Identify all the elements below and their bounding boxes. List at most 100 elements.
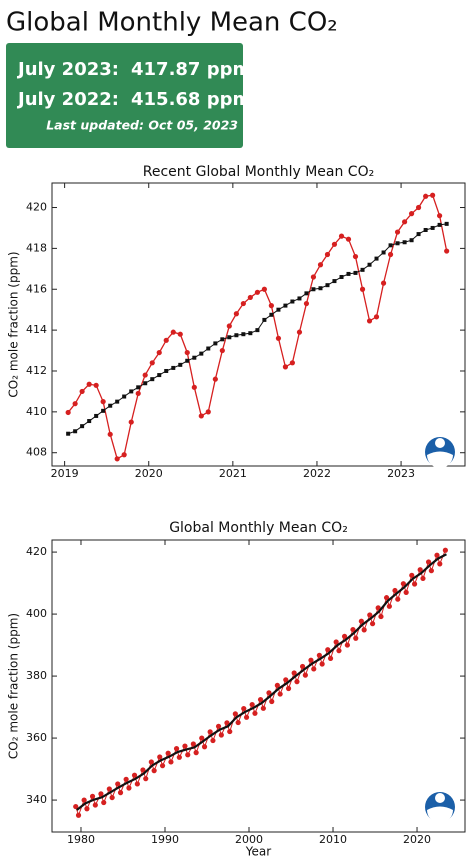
data-point [193, 750, 199, 756]
summary-box [6, 43, 243, 148]
summary-value: 417.87 ppm [131, 59, 251, 80]
data-point [98, 791, 104, 797]
data-point [80, 424, 85, 429]
data-point [277, 691, 283, 697]
data-point [310, 274, 317, 280]
y-tick-label: 360 [26, 731, 47, 744]
data-point [317, 262, 324, 268]
data-point [178, 362, 183, 367]
x-tick-label: 2020 [403, 833, 431, 846]
data-point [336, 648, 342, 654]
data-point [366, 318, 373, 324]
data-point [89, 793, 96, 799]
data-point [177, 331, 183, 337]
summary-label: July 2022: [16, 89, 119, 110]
y-tick-label: 416 [26, 282, 47, 295]
data-point [269, 698, 275, 705]
data-point [304, 291, 309, 296]
data-point [84, 806, 90, 812]
data-point [173, 746, 180, 752]
data-point [240, 300, 246, 307]
data-point [325, 283, 330, 288]
x-tick-label: 2020 [135, 467, 163, 480]
data-point [353, 270, 358, 275]
data-point [303, 300, 310, 307]
data-point [369, 621, 376, 627]
data-point [311, 287, 316, 292]
data-point [93, 382, 99, 388]
data-point [332, 279, 337, 284]
data-point [109, 794, 115, 801]
data-point [122, 394, 127, 399]
data-point [185, 358, 190, 363]
data-point [276, 307, 281, 312]
summary-value: 415.68 ppm [131, 89, 251, 110]
data-point [218, 732, 224, 738]
x-tick-label: 2010 [319, 833, 347, 846]
data-point [359, 286, 366, 292]
data-point [290, 299, 295, 304]
data-point [285, 685, 292, 692]
data-point [291, 670, 297, 676]
summary-label: July 2023: [16, 59, 119, 80]
data-point [201, 744, 208, 750]
data-point [333, 639, 339, 645]
data-point [107, 431, 113, 437]
data-point [274, 682, 280, 688]
data-point [339, 274, 344, 279]
data-point [324, 251, 331, 258]
data-point [360, 267, 365, 272]
data-point [352, 253, 359, 260]
data-point [442, 547, 448, 553]
data-point [325, 647, 331, 653]
data-point [415, 204, 422, 211]
data-point [100, 399, 106, 405]
data-point [198, 413, 204, 419]
data-point [302, 672, 308, 678]
data-point [199, 735, 205, 741]
data-point [101, 408, 106, 413]
data-point [383, 595, 390, 601]
data-point [106, 786, 112, 792]
data-point [241, 706, 247, 712]
data-point [409, 572, 415, 578]
y-tick-label: 414 [26, 323, 47, 336]
data-point [275, 335, 282, 341]
data-point [408, 211, 415, 217]
data-point [425, 559, 432, 565]
data-point [81, 797, 87, 803]
data-point [142, 372, 148, 378]
data-point [212, 376, 218, 382]
data-point [157, 373, 162, 378]
data-point [254, 289, 261, 295]
data-point [381, 250, 386, 255]
data-point [191, 384, 197, 390]
data-point [444, 221, 449, 226]
data-point [387, 251, 394, 258]
y-tick-label: 420 [26, 201, 47, 214]
data-point [316, 652, 322, 658]
y-tick-label: 400 [26, 607, 47, 620]
data-point [437, 222, 442, 227]
data-point [402, 219, 408, 225]
data-point [416, 232, 421, 237]
data-point [232, 711, 238, 717]
data-point [297, 296, 302, 301]
data-point [148, 759, 154, 765]
last-updated: Last updated: Oct 05, 2023 [46, 118, 238, 133]
data-point [134, 781, 140, 787]
data-point [294, 679, 300, 685]
data-point [423, 193, 429, 199]
series-line [76, 553, 447, 811]
data-point [283, 303, 288, 308]
data-point [159, 763, 166, 769]
data-point [296, 329, 303, 335]
data-point [436, 213, 443, 219]
data-point [114, 456, 120, 462]
series-line [67, 194, 448, 460]
data-point [65, 409, 71, 416]
data-point [156, 349, 162, 356]
y-tick-label: 408 [26, 446, 47, 459]
data-point [430, 225, 435, 230]
data-point [299, 663, 306, 670]
